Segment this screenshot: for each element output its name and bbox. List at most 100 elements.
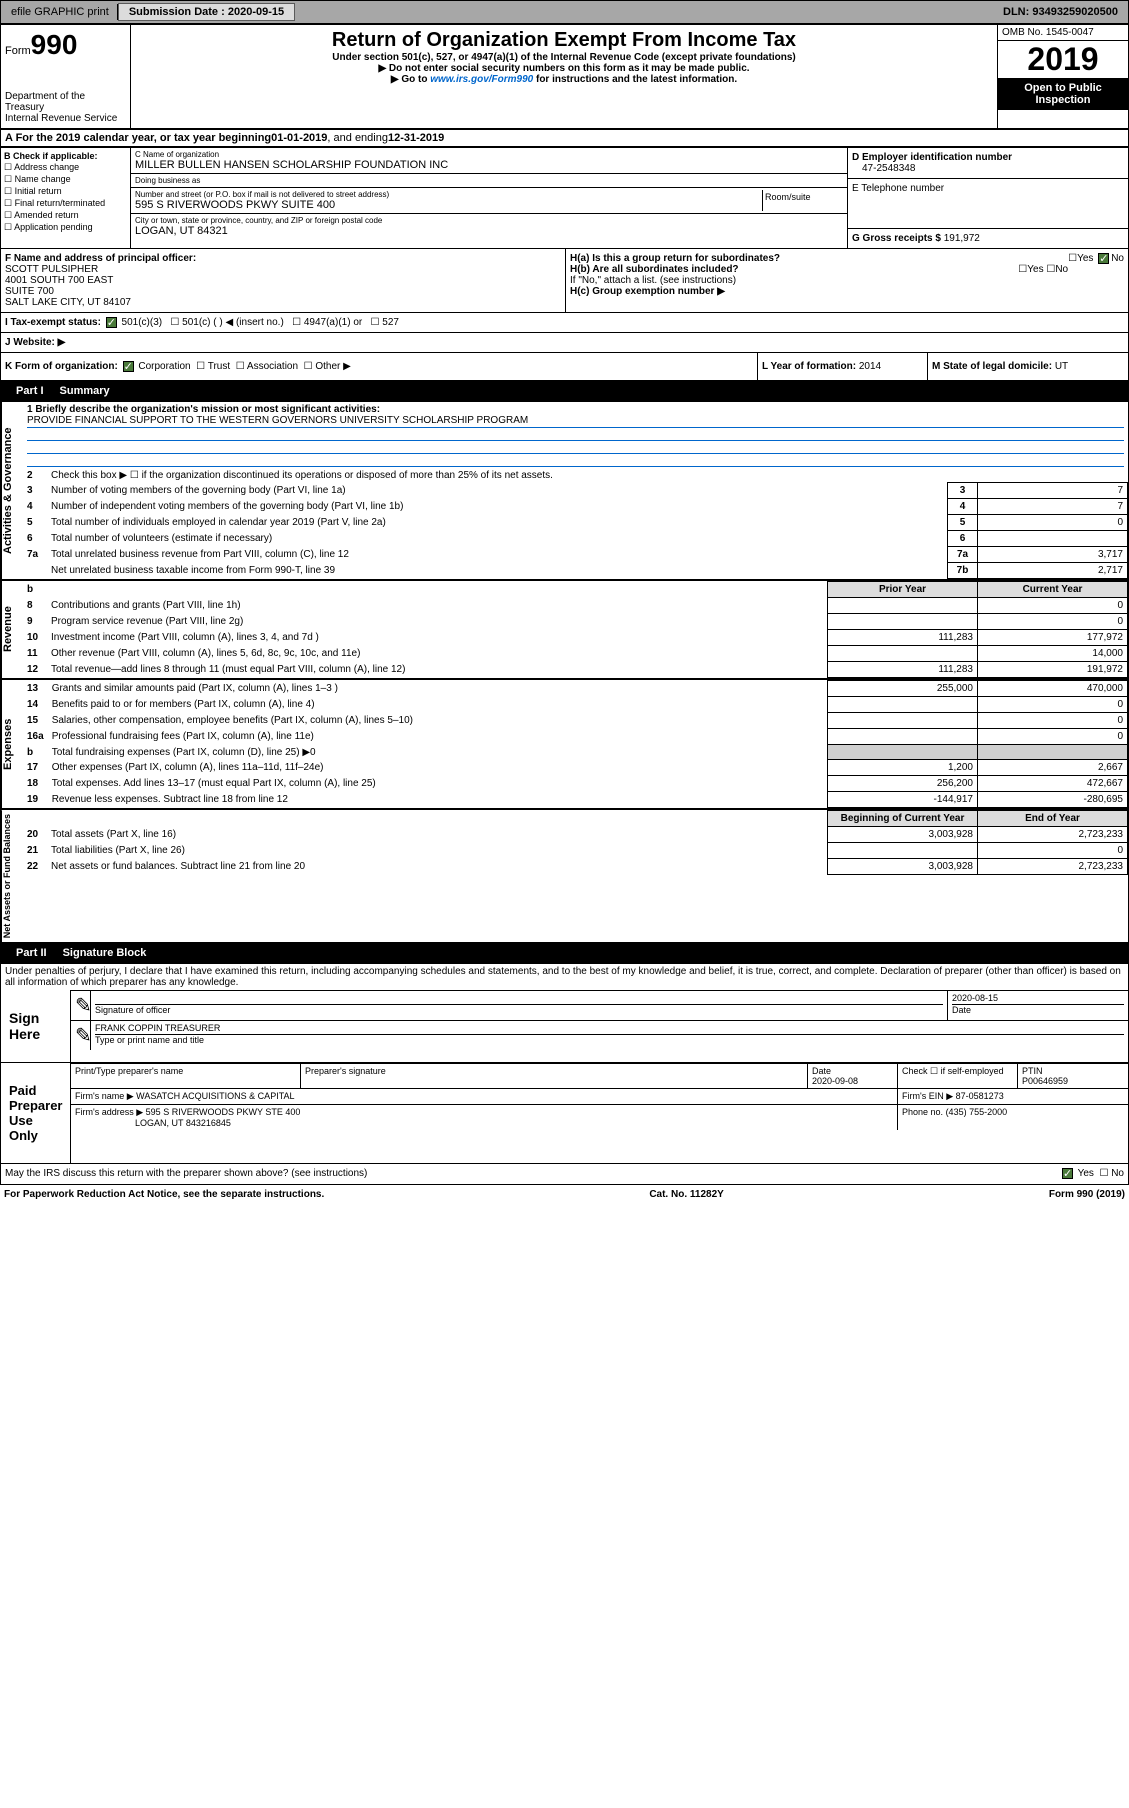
dept-label: Department of the Treasury Internal Reve… [5,91,126,124]
addr: 595 S RIVERWOODS PKWY SUITE 400 [135,199,762,211]
pencil-icon: ✎ [71,991,91,1020]
line-2: 2Check this box ▶ ☐ if the organization … [23,469,1128,482]
room-suite-label: Room/suite [763,190,843,211]
omb-number: OMB No. 1545-0047 [998,25,1128,41]
chk-name-change[interactable]: ☐ Name change [4,174,127,185]
officer-name-title: FRANK COPPIN TREASURER [95,1023,1124,1035]
firm-ein: 87-0581273 [956,1091,1004,1101]
tax-year: 2019 [998,41,1128,78]
city: LOGAN, UT 84321 [135,225,843,237]
ein-label: D Employer identification number [852,152,1012,163]
form-title: Return of Organization Exempt From Incom… [135,29,993,52]
city-label: City or town, state or province, country… [135,216,843,225]
part2-header: Part II Signature Block [0,943,1129,963]
chk-corporation[interactable] [123,361,134,372]
chk-amended[interactable]: ☐ Amended return [4,210,127,221]
firm-addr1: 595 S RIVERWOODS PKWY STE 400 [146,1107,301,1117]
table-row: 18Total expenses. Add lines 13–17 (must … [23,776,1128,792]
year-formation: 2014 [859,361,881,372]
officer-addr1: 4001 SOUTH 700 EAST [5,275,113,286]
tab-expenses: Expenses [1,680,23,808]
tax-status-row: I Tax-exempt status: 501(c)(3) ☐ 501(c) … [0,313,1129,333]
table-row: bTotal fundraising expenses (Part IX, co… [23,745,1128,760]
main-info-grid: B Check if applicable: ☐ Address change … [0,147,1129,249]
form-sub2: ▶ Do not enter social security numbers o… [135,63,993,74]
pencil-icon: ✎ [71,1021,91,1050]
instructions-link[interactable]: www.irs.gov/Form990 [430,74,533,85]
gross-receipts: 191,972 [944,233,980,244]
table-row: 10Investment income (Part VIII, column (… [23,630,1128,646]
org-name-label: C Name of organization [135,150,843,159]
phone-label: E Telephone number [852,183,944,194]
gross-receipts-label: G Gross receipts $ [852,233,941,244]
chk-initial-return[interactable]: ☐ Initial return [4,186,127,197]
org-name: MILLER BULLEN HANSEN SCHOLARSHIP FOUNDAT… [135,159,843,171]
cat-no: Cat. No. 11282Y [649,1189,723,1200]
box-b-label: B Check if applicable: [4,151,98,161]
open-inspection: Open to Public Inspection [998,78,1128,110]
table-row: 8Contributions and grants (Part VIII, li… [23,598,1128,614]
table-row: 7aTotal unrelated business revenue from … [23,547,1128,563]
firm-name: WASATCH ACQUISITIONS & CAPITAL [136,1091,294,1101]
chk-address-change[interactable]: ☐ Address change [4,162,127,173]
box-f: F Name and address of principal officer:… [1,249,566,312]
state-domicile: UT [1055,361,1068,372]
dln: DLN: 93493259020500 [995,4,1126,20]
expenses-section: Expenses 13Grants and similar amounts pa… [0,679,1129,809]
tab-activities: Activities & Governance [1,402,23,579]
footer: For Paperwork Reduction Act Notice, see … [0,1185,1129,1204]
sign-here-label: Sign Here [1,990,71,1062]
revenue-table: bPrior YearCurrent Year 8Contributions a… [23,581,1128,678]
prep-date: 2020-09-08 [812,1076,858,1086]
header-right: OMB No. 1545-0047 2019 Open to Public In… [998,25,1128,128]
pra-notice: For Paperwork Reduction Act Notice, see … [4,1189,324,1200]
expenses-table: 13Grants and similar amounts paid (Part … [23,680,1128,808]
row-a: A For the 2019 calendar year, or tax yea… [0,129,1129,147]
activities-section: Activities & Governance 1 Briefly descri… [0,401,1129,580]
officer-city: SALT LAKE CITY, UT 84107 [5,297,131,308]
table-row: 19Revenue less expenses. Subtract line 1… [23,792,1128,808]
box-c: C Name of organization MILLER BULLEN HAN… [131,148,848,248]
table-row: Net unrelated business taxable income fr… [23,563,1128,579]
chk-discuss-yes[interactable] [1062,1168,1073,1179]
form-sub3: ▶ Go to www.irs.gov/Form990 for instruct… [135,74,993,85]
mission: 1 Briefly describe the organization's mi… [23,402,1128,469]
addr-label: Number and street (or P.O. box if mail i… [135,190,762,199]
header-center: Return of Organization Exempt From Incom… [131,25,998,128]
table-row: 13Grants and similar amounts paid (Part … [23,681,1128,697]
tab-netassets: Net Assets or Fund Balances [1,810,23,942]
firm-addr2: LOGAN, UT 843216845 [135,1118,231,1128]
mission-text: PROVIDE FINANCIAL SUPPORT TO THE WESTERN… [27,415,1124,428]
chk-final-return[interactable]: ☐ Final return/terminated [4,198,127,209]
tab-revenue: Revenue [1,581,23,678]
ein: 47-2548348 [852,163,915,174]
table-row: 15Salaries, other compensation, employee… [23,713,1128,729]
ptin: P00646959 [1022,1076,1068,1086]
part1-header: Part I Summary [0,381,1129,401]
header-left: Form990 Department of the Treasury Inter… [1,25,131,128]
website-row: J Website: ▶ [0,333,1129,353]
form-sub1: Under section 501(c), 527, or 4947(a)(1)… [135,52,993,63]
table-row: 12Total revenue—add lines 8 through 11 (… [23,662,1128,678]
submission-date-button[interactable]: Submission Date : 2020-09-15 [118,3,295,21]
declaration: Under penalties of perjury, I declare th… [1,964,1128,990]
f-h-grid: F Name and address of principal officer:… [0,249,1129,313]
table-row: 4Number of independent voting members of… [23,499,1128,515]
netassets-table: Beginning of Current YearEnd of Year 20T… [23,810,1128,875]
table-row: 17Other expenses (Part IX, column (A), l… [23,760,1128,776]
chk-501c3[interactable] [106,317,117,328]
table-row: 16aProfessional fundraising fees (Part I… [23,729,1128,745]
form-header: Form990 Department of the Treasury Inter… [0,24,1129,129]
summary-lines: 3Number of voting members of the governi… [23,482,1128,579]
table-row: 21Total liabilities (Part X, line 26)0 [23,843,1128,859]
chk-application-pending[interactable]: ☐ Application pending [4,222,127,233]
table-row: 11Other revenue (Part VIII, column (A), … [23,646,1128,662]
dba-label: Doing business as [135,176,843,185]
table-row: 20Total assets (Part X, line 16)3,003,92… [23,827,1128,843]
chk-group-no[interactable] [1098,253,1109,264]
table-row: 9Program service revenue (Part VIII, lin… [23,614,1128,630]
table-row: 6Total number of volunteers (estimate if… [23,531,1128,547]
paid-preparer-label: Paid Preparer Use Only [1,1063,71,1163]
top-bar: efile GRAPHIC print Submission Date : 20… [0,0,1129,24]
sig-date: 2020-08-15 [952,993,1124,1005]
